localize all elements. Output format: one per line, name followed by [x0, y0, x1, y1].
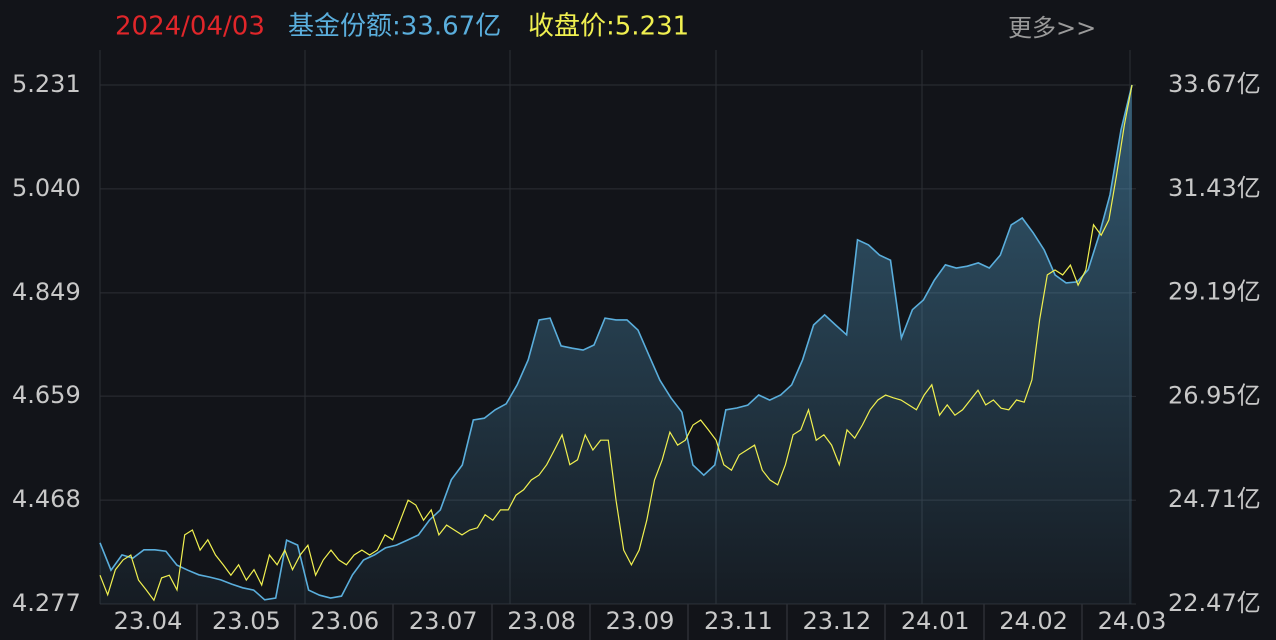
x-tick-label: 23.04	[114, 607, 183, 635]
y-tick-label: 4.849	[12, 278, 81, 306]
x-tick-label: 23.11	[704, 607, 773, 635]
more-link[interactable]: 更多>>	[1008, 14, 1096, 42]
x-tick-label: 24.01	[901, 607, 970, 635]
shares-label: 基金份额:33.67亿	[288, 12, 501, 42]
y-tick-label: 4.277	[12, 589, 81, 617]
x-tick-label: 23.08	[507, 607, 576, 635]
x-tick-label: 23.05	[212, 607, 281, 635]
y2-tick-label: 33.67亿	[1168, 70, 1261, 98]
x-tick-label: 23.06	[310, 607, 379, 635]
date: 2024/04/03	[115, 12, 265, 42]
x-tick-label: 24.03	[1098, 607, 1167, 635]
y2-tick-label: 29.19亿	[1168, 278, 1261, 306]
line	[99, 84, 1133, 602]
x-tick-label: 23.12	[802, 607, 871, 635]
y-tick-label: 4.468	[12, 485, 81, 513]
area	[100, 85, 1132, 604]
close-label: 收盘价:5.231	[528, 12, 689, 42]
x-tick-label: 24.02	[999, 607, 1068, 635]
x-tick-label: 23.09	[606, 607, 675, 635]
y-tick-label: 4.659	[12, 381, 81, 409]
x-tick-label: 23.07	[409, 607, 478, 635]
x-label-separators	[196, 604, 1083, 640]
y-tick-label: 5.231	[12, 70, 81, 98]
y2-tick-label: 31.43亿	[1168, 174, 1261, 202]
y2-tick-label: 24.71亿	[1168, 485, 1261, 513]
y2-tick-label: 26.95亿	[1168, 381, 1261, 409]
line	[99, 84, 1133, 601]
y2-tick-label: 22.47亿	[1168, 589, 1261, 617]
y-tick-label: 5.040	[12, 174, 81, 202]
